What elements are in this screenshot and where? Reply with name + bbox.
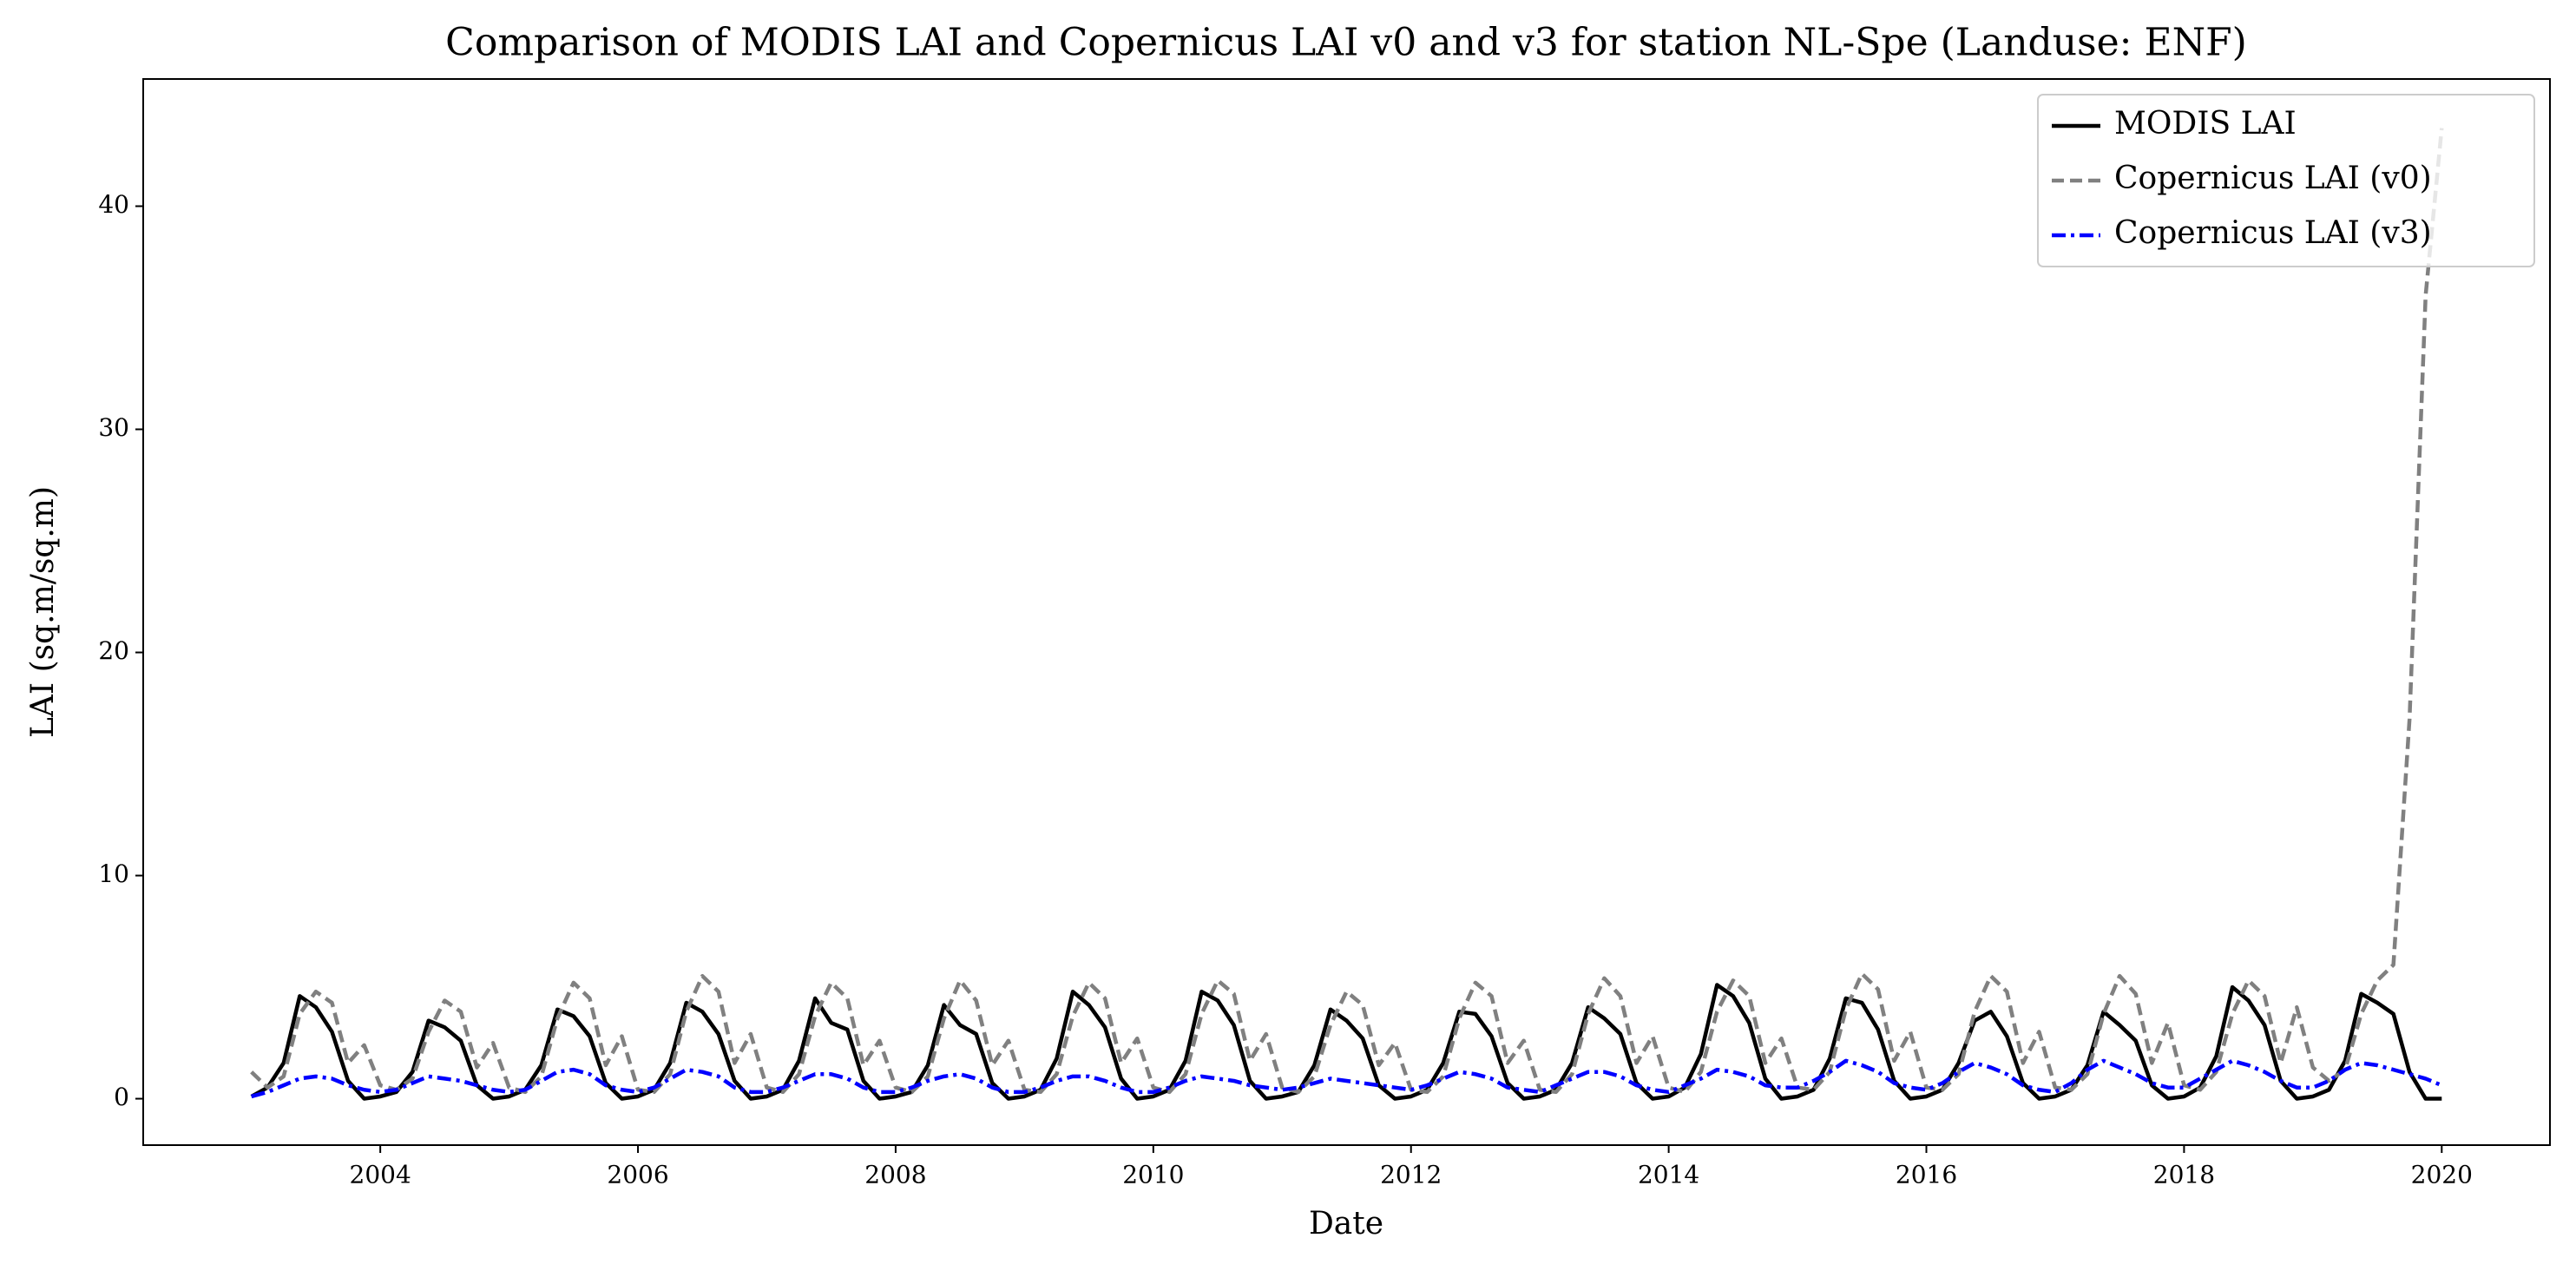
- y-tick-label: 20: [98, 636, 129, 665]
- legend-label: Copernicus LAI (v3): [2114, 215, 2432, 251]
- x-tick-label: 2006: [607, 1161, 668, 1189]
- legend-box: [2037, 94, 2535, 267]
- legend-label: Copernicus LAI (v0): [2114, 161, 2432, 196]
- x-tick-label: 2004: [350, 1161, 411, 1189]
- y-tick-label: 0: [114, 1083, 129, 1111]
- y-axis-label: LAI (sq.m/sq.m): [25, 486, 61, 738]
- series-line: [250, 128, 2444, 1095]
- x-tick-label: 2008: [864, 1161, 926, 1189]
- y-tick-label: 30: [98, 413, 129, 442]
- chart-title: Comparison of MODIS LAI and Copernicus L…: [445, 21, 2247, 65]
- x-tick-label: 2012: [1380, 1161, 1442, 1189]
- legend-label: MODIS LAI: [2114, 106, 2297, 142]
- x-tick-label: 2016: [1896, 1161, 1957, 1189]
- series-line: [251, 1058, 2443, 1099]
- x-tick-label: 2018: [2153, 1161, 2215, 1189]
- series-line: [250, 983, 2442, 1101]
- x-tick-label: 2010: [1122, 1161, 1184, 1189]
- x-axis-label: Date: [1309, 1206, 1383, 1241]
- legend: MODIS LAI Copernicus LAI (v0) Copernicus L…: [2037, 94, 2535, 267]
- x-tick-label: 2020: [2411, 1161, 2473, 1189]
- y-tick-label: 10: [98, 859, 129, 888]
- y-tick-label: 40: [98, 190, 129, 219]
- plot-frame: [142, 78, 2551, 1146]
- x-tick-label: 2014: [1638, 1161, 1699, 1189]
